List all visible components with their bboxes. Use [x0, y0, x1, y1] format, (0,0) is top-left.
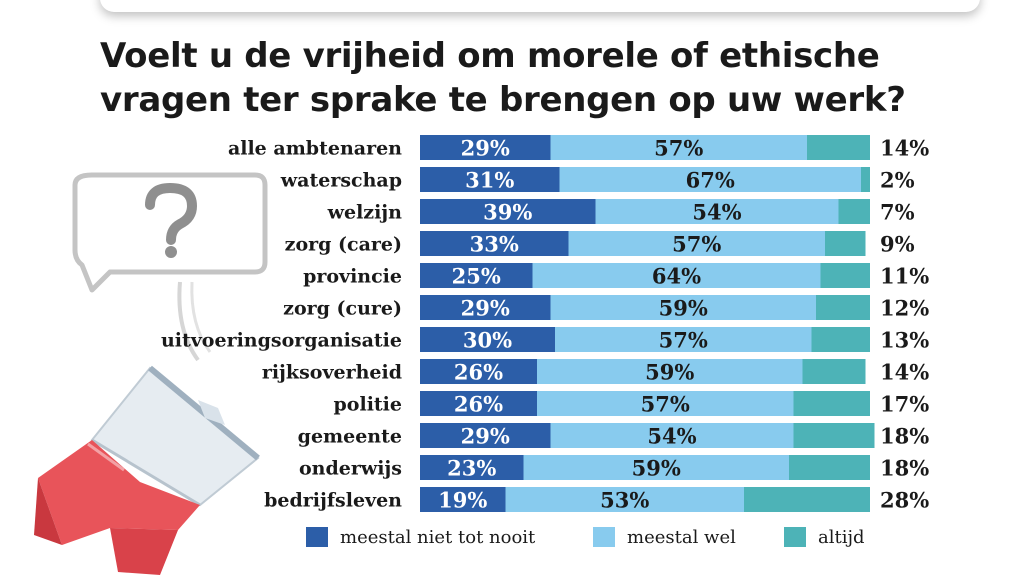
- question-mark-icon: [145, 182, 198, 258]
- legend-swatch: [593, 527, 615, 547]
- bar-segment: [820, 263, 870, 288]
- bar-segment: [550, 423, 794, 448]
- bar-segment: [793, 391, 870, 416]
- legend-label: meestal wel: [627, 527, 736, 548]
- bar-segment: [825, 231, 866, 256]
- category-label: politie: [334, 394, 402, 416]
- bar-segment: [420, 423, 551, 448]
- data-label: 11%: [880, 264, 929, 289]
- data-label: 33%: [470, 232, 519, 257]
- legend-swatch: [306, 527, 328, 547]
- bar-segment: [505, 487, 744, 512]
- legend-label: meestal niet tot nooit: [340, 527, 536, 548]
- data-label: 19%: [438, 488, 487, 513]
- bar-segment: [420, 295, 551, 320]
- data-label: 18%: [880, 456, 929, 481]
- data-label: 18%: [880, 424, 929, 449]
- bar-segment: [793, 423, 875, 448]
- bar-segment: [550, 295, 816, 320]
- data-label: 53%: [600, 488, 649, 513]
- category-label: welzijn: [327, 202, 403, 224]
- data-label: 54%: [692, 200, 741, 225]
- data-label: 30%: [463, 328, 512, 353]
- bar-segment: [838, 199, 870, 224]
- bar-segment: [420, 455, 524, 480]
- bar-segment: [537, 391, 794, 416]
- category-label: zorg (care): [285, 234, 402, 256]
- data-label: 28%: [880, 488, 929, 513]
- data-label: 13%: [880, 328, 929, 353]
- bar-segment: [420, 135, 551, 160]
- data-label: 26%: [454, 360, 503, 385]
- bar-segment: [523, 455, 789, 480]
- data-label: 57%: [654, 136, 703, 161]
- category-label: waterschap: [280, 170, 402, 192]
- megaphone-icon: [34, 365, 260, 575]
- chart-title: Voelt u de vrijheid om morele of ethisch…: [100, 36, 906, 120]
- data-label: 12%: [880, 296, 929, 321]
- bar-segment: [420, 263, 533, 288]
- data-label: 17%: [880, 392, 929, 417]
- bar-segment: [420, 327, 555, 352]
- category-label: provincie: [303, 266, 402, 288]
- bar-segment: [420, 487, 506, 512]
- data-label: 23%: [447, 456, 496, 481]
- data-label: 7%: [880, 200, 915, 225]
- category-label: uitvoeringsorganisatie: [161, 330, 402, 352]
- bar-segment: [568, 231, 825, 256]
- bar-segment: [744, 487, 870, 512]
- legend-swatch: [784, 527, 806, 547]
- data-label: 54%: [647, 424, 696, 449]
- data-label: 67%: [686, 168, 735, 193]
- bar-segment: [861, 167, 870, 192]
- data-label: 59%: [645, 360, 694, 385]
- data-label: 14%: [880, 360, 929, 385]
- bar-segment: [420, 199, 596, 224]
- bar-segment: [789, 455, 870, 480]
- category-label: zorg (cure): [283, 298, 402, 320]
- category-label: rijksoverheid: [262, 362, 402, 384]
- data-label: 29%: [461, 296, 510, 321]
- data-label: 31%: [465, 168, 514, 193]
- data-label: 2%: [880, 168, 915, 193]
- category-label: onderwijs: [299, 458, 402, 480]
- bar-segment: [532, 263, 821, 288]
- data-label: 57%: [641, 392, 690, 417]
- data-label: 57%: [659, 328, 708, 353]
- bar-segment: [811, 327, 870, 352]
- data-label: 57%: [672, 232, 721, 257]
- data-label: 25%: [452, 264, 501, 289]
- data-label: 26%: [454, 392, 503, 417]
- legend-label: altijd: [818, 527, 865, 548]
- data-label: 64%: [652, 264, 701, 289]
- bar-segment: [559, 167, 861, 192]
- bar-segment: [595, 199, 839, 224]
- top-panel-edge: [100, 0, 980, 12]
- data-label: 29%: [461, 136, 510, 161]
- bar-segment: [537, 359, 803, 384]
- category-label: alle ambtenaren: [228, 138, 402, 160]
- data-label: 59%: [659, 296, 708, 321]
- bar-segment: [420, 391, 537, 416]
- data-label: 39%: [483, 200, 532, 225]
- category-label: gemeente: [298, 426, 402, 448]
- data-label: 59%: [632, 456, 681, 481]
- bar-segment: [420, 231, 569, 256]
- category-label: bedrijfsleven: [264, 490, 402, 512]
- data-label: 29%: [461, 424, 510, 449]
- data-label: 9%: [880, 232, 915, 257]
- bar-segment: [802, 359, 866, 384]
- bar-segment: [555, 327, 812, 352]
- megaphone-illustration: [34, 172, 268, 575]
- bar-segment: [420, 359, 537, 384]
- bar-segment: [550, 135, 807, 160]
- bar-segment: [816, 295, 870, 320]
- data-label: 14%: [880, 136, 929, 161]
- bar-segment: [807, 135, 870, 160]
- bar-segment: [420, 167, 560, 192]
